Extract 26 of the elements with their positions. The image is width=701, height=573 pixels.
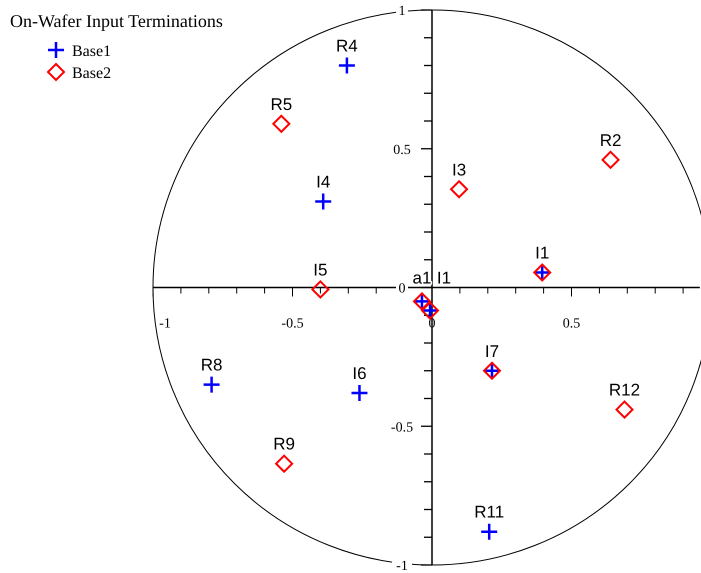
annotation: R2 [600, 130, 622, 150]
x-tick-label: -1 [159, 316, 171, 332]
x-tick-label: 0.5 [562, 316, 580, 332]
y-tick-label: 1 [398, 4, 406, 19]
annotation: R11 [474, 502, 504, 522]
annotation: a1 [412, 268, 432, 288]
y-tick-label: -1 [396, 559, 408, 573]
x-tick-label: -0.5 [281, 316, 304, 332]
annotation: R5 [270, 94, 292, 114]
y-tick-label: -0.5 [390, 420, 414, 436]
annotation: I1 [535, 244, 550, 263]
legend-label: Base2 [72, 65, 112, 82]
annotation: I5 [313, 260, 328, 280]
annotation: R12 [608, 380, 640, 400]
y-tick-label: 0 [398, 282, 406, 296]
annotation: I4 [316, 172, 330, 192]
annotation: R9 [273, 434, 295, 454]
chart-title: On-Wafer Input Terminations [10, 11, 223, 31]
annotation: R4 [336, 36, 358, 56]
legend-label: Base1 [72, 43, 112, 60]
y-tick-label: 0.5 [393, 142, 411, 158]
annotation: R8 [200, 356, 222, 375]
annotation: I7 [484, 342, 500, 361]
annotation: I3 [452, 160, 466, 180]
annotation: I1 [436, 268, 452, 288]
annotation: I6 [352, 364, 367, 383]
